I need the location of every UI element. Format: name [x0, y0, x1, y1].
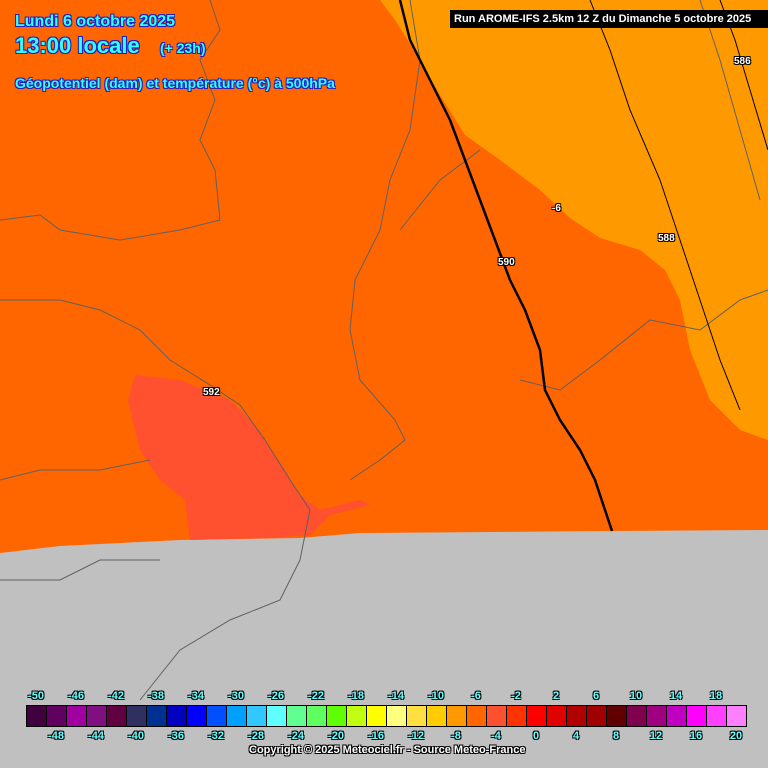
color-scale-label: 20: [729, 730, 743, 742]
color-scale-cell: [227, 706, 247, 726]
color-scale-label: 0: [532, 730, 540, 742]
color-scale-cell: [167, 706, 187, 726]
color-scale-label: -46: [68, 690, 84, 702]
contour-label: 586: [734, 56, 751, 67]
color-scale-label: -14: [388, 690, 404, 702]
color-scale-label: -42: [108, 690, 124, 702]
color-scale-label: 12: [649, 730, 663, 742]
forecast-time: 13:00 locale: [15, 33, 140, 58]
color-scale-label: -26: [268, 690, 284, 702]
temp-zone-minus-8: [380, 0, 768, 440]
color-scale-cell: [327, 706, 347, 726]
contour-label: -6: [552, 203, 561, 214]
contour-label: 588: [658, 233, 675, 244]
color-scale-cell: [707, 706, 727, 726]
color-scale-cell: [347, 706, 367, 726]
color-scale-label: -8: [451, 730, 461, 742]
color-scale-cell: [607, 706, 627, 726]
color-scale-cell: [187, 706, 207, 726]
parameter-title: Géopotentiel (dam) et température (°c) à…: [15, 75, 335, 91]
forecast-date: Lundi 6 octobre 2025: [15, 13, 176, 30]
color-scale-cell: [427, 706, 447, 726]
color-scale-cell: [207, 706, 227, 726]
color-scale-cell: [467, 706, 487, 726]
color-scale-cell: [487, 706, 507, 726]
color-scale-label: -22: [308, 690, 324, 702]
color-scale-cell: [147, 706, 167, 726]
color-scale-label: -48: [48, 730, 64, 742]
color-scale-label: -12: [408, 730, 424, 742]
color-scale-label: -2: [511, 690, 521, 702]
color-scale-cell: [87, 706, 107, 726]
color-scale-label: 14: [669, 690, 683, 702]
color-scale-label: -24: [288, 730, 304, 742]
color-scale-label: 10: [629, 690, 643, 702]
color-scale-label: -6: [471, 690, 481, 702]
color-scale-cell: [47, 706, 67, 726]
color-scale-cell: [127, 706, 147, 726]
color-scale-cell: [587, 706, 607, 726]
color-scale-cell: [367, 706, 387, 726]
color-scale-cell: [107, 706, 127, 726]
color-scale-label: -38: [148, 690, 164, 702]
color-scale-cell: [727, 706, 746, 726]
color-scale-cell: [687, 706, 707, 726]
color-scale-label: -20: [328, 730, 344, 742]
color-scale-label: 6: [592, 690, 600, 702]
copyright: Copyright © 2025 Meteociel.fr - Source M…: [249, 744, 526, 756]
color-scale-label: 16: [689, 730, 703, 742]
color-scale-label: -10: [428, 690, 444, 702]
color-scale-cell: [507, 706, 527, 726]
color-scale-label: 4: [572, 730, 580, 742]
color-scale-cell: [27, 706, 47, 726]
temp-zone-minus-4: [128, 375, 370, 540]
color-scale-cell: [527, 706, 547, 726]
color-scale-label: 8: [612, 730, 620, 742]
color-scale-cell: [547, 706, 567, 726]
color-scale-cell: [387, 706, 407, 726]
color-scale-label: -34: [188, 690, 204, 702]
country-borders: [0, 0, 768, 701]
color-scale-cell: [647, 706, 667, 726]
color-scale-label: -44: [88, 730, 104, 742]
color-scale-cell: [247, 706, 267, 726]
color-scale-cell: [567, 706, 587, 726]
color-scale-label: -30: [228, 690, 244, 702]
contour-label: 590: [498, 257, 515, 268]
color-scale-label: 18: [709, 690, 723, 702]
color-scale-label: -18: [348, 690, 364, 702]
color-scale-cell: [307, 706, 327, 726]
color-scale-label: -32: [208, 730, 224, 742]
color-scale-cell: [667, 706, 687, 726]
color-scale-cell: [407, 706, 427, 726]
model-run-label: Run AROME-IFS 2.5km 12 Z du Dimanche 5 o…: [450, 10, 768, 28]
contour-label: 592: [203, 387, 220, 398]
color-scale-label: -50: [28, 690, 44, 702]
color-scale-bar: [26, 705, 747, 727]
forecast-lead-time: (+ 23h): [160, 40, 206, 56]
color-scale-cell: [67, 706, 87, 726]
color-scale-cell: [627, 706, 647, 726]
color-scale-label: 2: [552, 690, 560, 702]
color-scale-cell: [447, 706, 467, 726]
color-scale-cell: [267, 706, 287, 726]
color-scale-label: -4: [491, 730, 501, 742]
color-scale-label: -16: [368, 730, 384, 742]
color-scale-label: -28: [248, 730, 264, 742]
color-scale-label: -36: [168, 730, 184, 742]
color-scale-cell: [287, 706, 307, 726]
color-scale-label: -40: [128, 730, 144, 742]
